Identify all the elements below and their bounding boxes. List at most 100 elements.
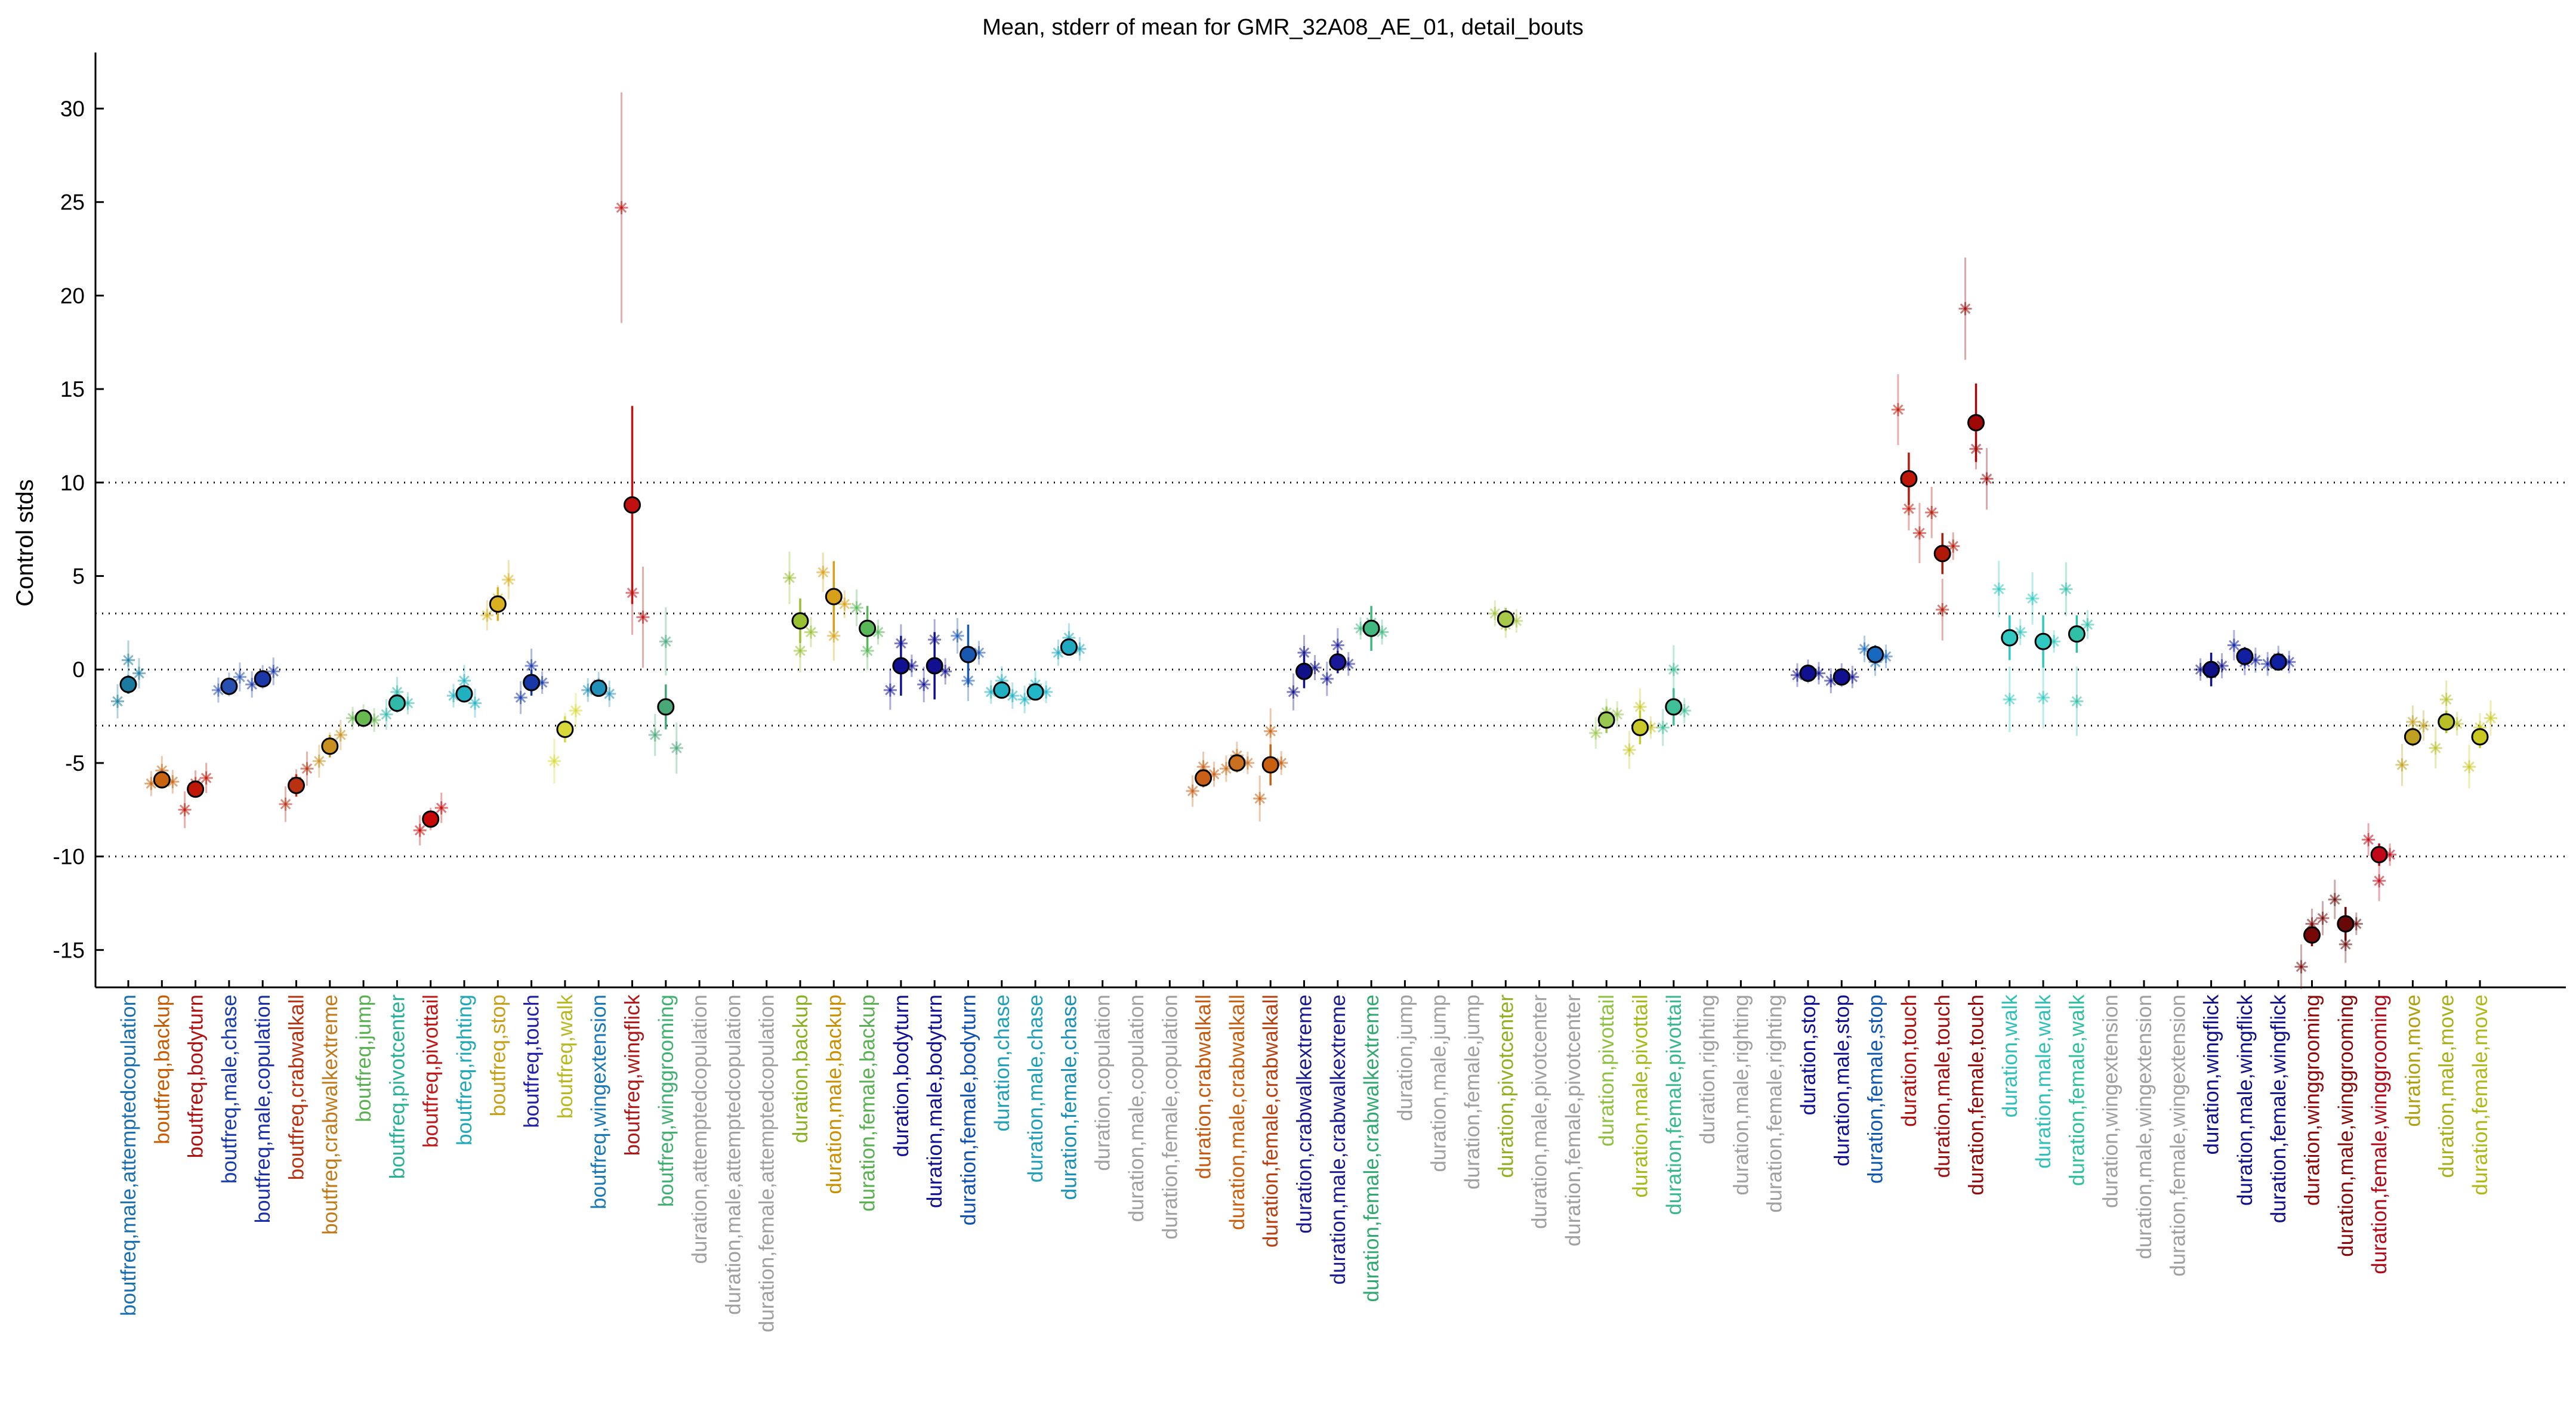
- mean-marker: [556, 721, 574, 739]
- mean-marker: [1900, 470, 1918, 488]
- individual-point: [2362, 833, 2376, 847]
- individual-point: [615, 201, 628, 215]
- individual-point: [816, 566, 830, 579]
- x-tick-label: boutfreq,pivottail: [419, 995, 443, 1148]
- mean-marker: [187, 780, 205, 798]
- chart-title: Mean, stderr of mean for GMR_32A08_AE_01…: [982, 15, 1584, 40]
- mean-marker: [859, 619, 877, 637]
- mean-markers: [119, 414, 2489, 944]
- x-tick-label: duration,female,wingflick: [2267, 995, 2290, 1224]
- individual-point: [434, 801, 448, 815]
- x-tick-label: duration,male,touch: [1931, 995, 1954, 1178]
- x-tick-label: boutfreq,crabwalkall: [285, 995, 308, 1180]
- mean-marker: [1329, 653, 1347, 671]
- mean-marker: [153, 771, 171, 789]
- mean-marker: [892, 657, 910, 675]
- x-tick-label: boutfreq,male,chase: [218, 995, 241, 1184]
- y-tick-label: 5: [72, 564, 85, 589]
- mean-marker: [791, 612, 809, 630]
- individual-point: [1331, 638, 1344, 652]
- axes: [94, 53, 2566, 989]
- individual-point: [951, 629, 964, 643]
- x-tick-label: duration,male,chase: [1024, 995, 1047, 1182]
- individual-point: [1320, 672, 1334, 685]
- mean-marker: [657, 698, 675, 716]
- x-tick-label: duration,female,copulation: [1158, 995, 1181, 1240]
- mean-marker: [1060, 638, 1078, 656]
- y-tick-label: 0: [72, 657, 85, 682]
- individual-point: [547, 754, 561, 768]
- y-tick-label: 25: [60, 190, 85, 215]
- individual-point: [1891, 403, 1905, 416]
- mean-marker: [489, 595, 507, 613]
- x-tick-label: duration,female,jump: [1461, 995, 1484, 1190]
- mean-marker: [1195, 769, 1213, 787]
- x-tick-label: duration,male,move: [2435, 995, 2458, 1178]
- individual-point: [480, 609, 494, 622]
- mean-marker: [1597, 711, 1615, 729]
- reference-lines: [95, 481, 2566, 858]
- individual-point: [267, 665, 280, 678]
- x-tick-label: boutfreq,bodyturn: [184, 995, 208, 1158]
- x-tick-label: boutfreq,righting: [453, 995, 476, 1145]
- mean-marker: [2471, 728, 2489, 746]
- mean-marker: [590, 680, 607, 697]
- individual-point: [1297, 646, 1311, 660]
- mean-marker: [1362, 619, 1380, 637]
- x-tick-label: duration,female,backup: [856, 995, 880, 1212]
- x-tick-label: duration,wingflick: [2200, 995, 2223, 1155]
- mean-marker: [925, 657, 943, 675]
- individual-point: [312, 754, 326, 768]
- individual-point: [2316, 912, 2330, 925]
- x-tick-label: duration,female,move: [2469, 995, 2492, 1196]
- mean-marker: [1026, 683, 1044, 701]
- mean-marker: [1261, 756, 1279, 774]
- x-tick-label: boutfreq,stop: [486, 995, 510, 1116]
- individual-point: [2003, 693, 2016, 706]
- individual-point: [1992, 582, 2006, 596]
- mean-marker: [2337, 915, 2355, 932]
- individual-point: [502, 573, 516, 586]
- x-tick-label: duration,female,bodyturn: [957, 995, 980, 1225]
- x-tick-label: duration,female,crabwalkall: [1259, 995, 1282, 1247]
- y-tick-label: -10: [53, 845, 85, 869]
- mean-marker: [2269, 653, 2287, 671]
- individual-point: [1287, 685, 1300, 699]
- individual-point: [380, 708, 393, 721]
- mean-marker: [2236, 647, 2254, 665]
- x-tick-label: duration,female,wingextension: [2166, 995, 2189, 1277]
- mean-marker: [1497, 610, 1514, 628]
- x-tick-label: duration,female,touch: [1965, 995, 1988, 1196]
- x-tick-label: duration,male,crabwalkall: [1226, 995, 1249, 1230]
- x-tick-label: duration,jump: [1393, 995, 1417, 1121]
- x-tick-label: boutfreq,pivotcenter: [385, 995, 409, 1179]
- mean-marker: [1967, 414, 1985, 432]
- individual-point: [458, 674, 471, 688]
- individual-point: [1958, 302, 1972, 316]
- mean-marker: [523, 674, 541, 691]
- individual-point: [2037, 691, 2050, 705]
- individual-point: [2395, 758, 2409, 772]
- x-tick-label: duration,male,pivottail: [1629, 995, 1652, 1197]
- individual-point: [1018, 693, 1032, 706]
- x-tick-label: duration,chase: [991, 995, 1014, 1132]
- x-tick-label: duration,wingextension: [2099, 995, 2122, 1208]
- x-tick-label: duration,male,backup: [822, 995, 846, 1194]
- individual-point: [334, 728, 347, 742]
- x-tick-label: duration,female,attemptedcopulation: [755, 995, 779, 1332]
- x-tick-label: duration,touch: [1898, 995, 1921, 1127]
- y-ticks: -15 -10 -5 0 5 10 15 20 25 30: [53, 97, 104, 962]
- mean-marker: [1295, 662, 1313, 680]
- mean-marker: [1631, 718, 1649, 736]
- individual-point: [1622, 743, 1636, 756]
- individual-point: [300, 762, 314, 776]
- x-tick-label: duration,male,jump: [1427, 995, 1451, 1172]
- mean-marker: [2404, 728, 2421, 746]
- x-tick-label: duration,male,wingextension: [2133, 995, 2156, 1259]
- x-tick-label: duration,pivotcenter: [1494, 995, 1517, 1178]
- x-tick-label: duration,male,walk: [2032, 995, 2055, 1169]
- x-tick-label: boutfreq,touch: [520, 995, 544, 1128]
- individual-point: [2463, 760, 2476, 774]
- x-tick-label: duration,move: [2401, 995, 2424, 1127]
